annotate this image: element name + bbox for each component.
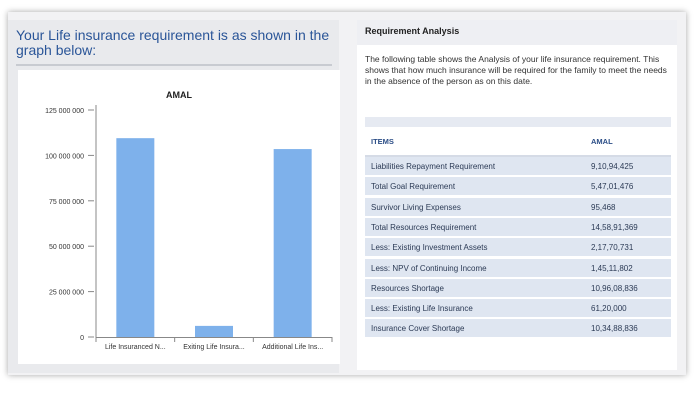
table-row: Survivor Living Expenses 95,468 [365, 197, 671, 218]
panel-header-title: Requirement Analysis [365, 26, 460, 36]
y-tick-label: 125 000 000 [45, 108, 84, 115]
row-item-value: 5,47,01,476 [591, 182, 634, 192]
row-item-label: Insurance Cover Shortage [371, 324, 465, 334]
table-row: Liabilities Repayment Requirement 9,10,94… [365, 157, 671, 177]
y-tick-label: 100 000 000 [45, 153, 84, 160]
row-item-label: Survivor Living Expenses [371, 202, 461, 212]
row-item-value: 14,58,91,369 [591, 222, 638, 232]
x-tick-label: Life Insuranced N... [105, 344, 166, 351]
row-item-label: Less: NPV of Continuing Income [371, 263, 487, 273]
table-top-band [365, 117, 671, 127]
chart-title: AMAL [166, 90, 192, 100]
row-item-value: 1,45,11,802 [591, 263, 633, 273]
bar-chart: AMAL 0 25 000 000 50 000 000 75 000 000 100 0… [45, 90, 333, 351]
y-tick-label: 25 000 000 [49, 290, 84, 297]
table-row: Less: Existing Life Insurance 61,20,000 [365, 299, 671, 320]
row-item-label: Resources Shortage [371, 283, 444, 293]
table-header: ITEMS AMAL [365, 127, 671, 157]
row-item-label: Total Resources Requirement [371, 222, 477, 232]
bar [273, 149, 312, 337]
row-item-value: 95,468 [591, 202, 616, 212]
row-item-value: 10,96,08,836 [591, 283, 638, 293]
table-row: Less: NPV of Continuing Income 1,45,11,80… [365, 258, 671, 279]
x-tick-label: Exiting Life Insura... [183, 344, 245, 351]
row-item-label: Less: Existing Life Insurance [371, 304, 473, 314]
row-item-value: 2,17,70,731 [591, 243, 634, 253]
row-item-label: Total Goal Requirement [371, 182, 456, 192]
chart-panel: Your Life insurance requirement is as sh… [8, 20, 340, 373]
row-item-label: Liabilities Repayment Requirement [371, 162, 496, 171]
bar [195, 325, 233, 337]
requirement-analysis-panel: Requirement Analysis The following table… [357, 20, 677, 370]
column-header-items: ITEMS [371, 137, 394, 146]
x-tick-label: Additional Life Ins... [262, 344, 323, 351]
y-tick-label: 0 [80, 335, 84, 342]
row-item-value: 61,20,000 [591, 304, 627, 314]
panel-header: Requirement Analysis [357, 20, 677, 45]
analysis-description: The following table shows the Analysis o… [365, 54, 667, 86]
chart-card: AMAL 0 25 000 000 50 000 000 75 000 000 100 0… [18, 70, 340, 364]
column-header-amal: AMAL [591, 137, 613, 146]
row-item-label: Less: Existing Investment Assets [371, 243, 488, 253]
y-tick-label: 50 000 000 [49, 244, 84, 251]
table-row: Resources Shortage 10,96,08,836 [365, 278, 671, 299]
row-item-value: 10,34,88,836 [591, 324, 638, 334]
table-row: Insurance Cover Shortage 10,34,88,836 [365, 319, 671, 340]
table-row: Less: Existing Investment Assets 2,17,70,… [365, 238, 671, 259]
chart-panel-title: Your Life insurance requirement is as sh… [16, 27, 330, 58]
table-row: Total Goal Requirement 5,47,01,476 [365, 177, 671, 198]
table-row: Total Resources Requirement 14,58,91,369 [365, 217, 671, 238]
row-item-value: 9,10,94,425 [591, 162, 634, 171]
title-divider [16, 64, 332, 66]
y-tick-label: 75 000 000 [49, 199, 84, 206]
bar [116, 138, 155, 337]
